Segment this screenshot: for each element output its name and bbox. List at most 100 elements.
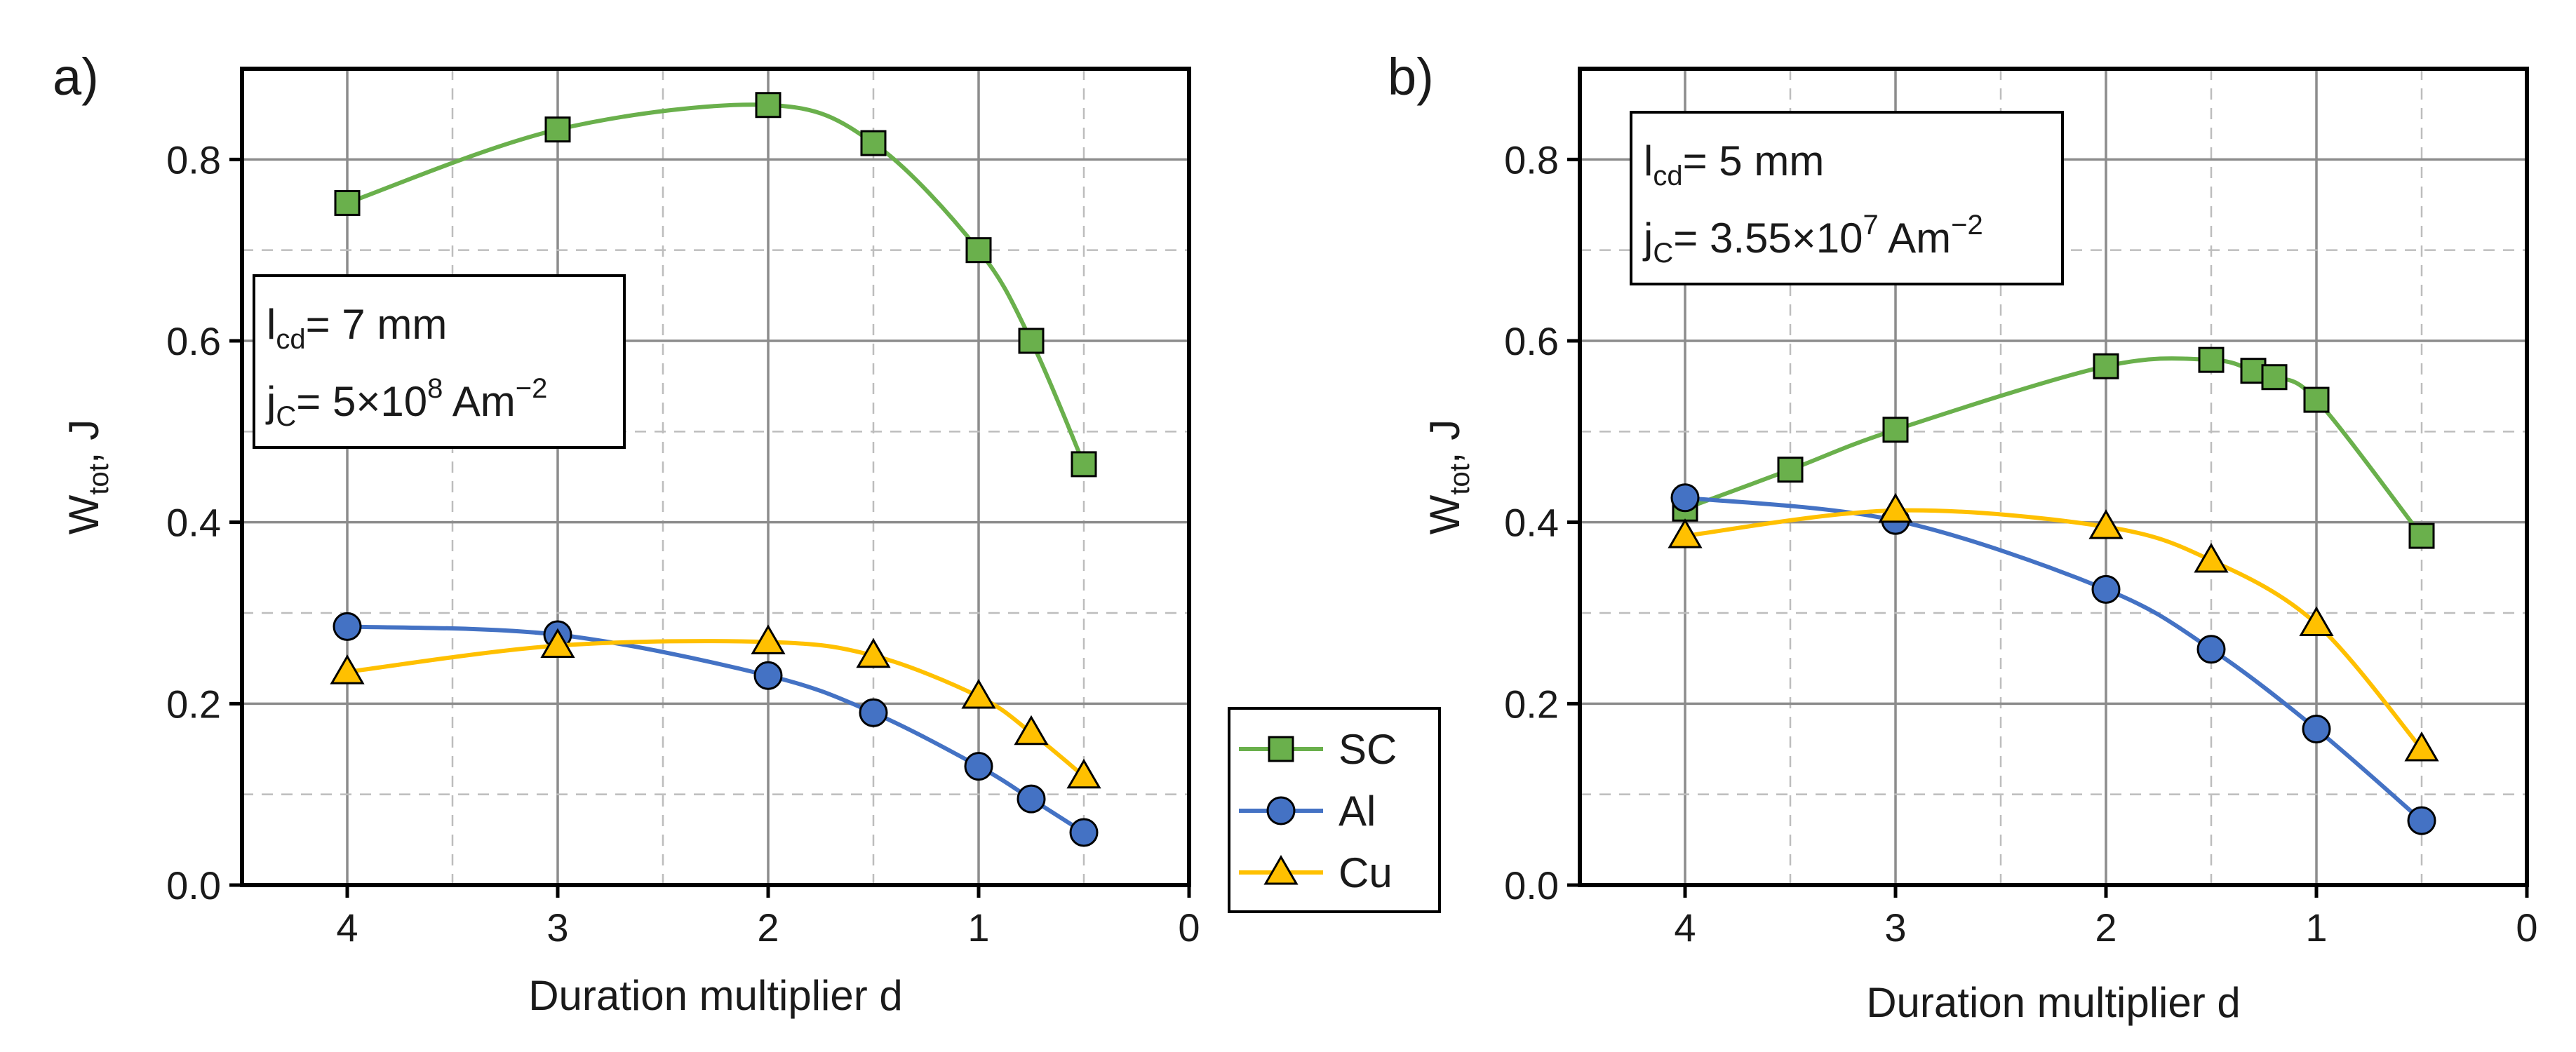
x-tick-label: 0 (2516, 905, 2537, 950)
data-point-al (2196, 635, 2226, 664)
data-point-cu (1066, 758, 1101, 789)
annotation-subscript: C (276, 401, 296, 432)
y-tick-label: 0.6 (166, 319, 221, 363)
annotation-symbol: l (1644, 137, 1653, 184)
annotation-superscript: 7 (1863, 210, 1879, 241)
data-point-sc (334, 189, 361, 216)
x-tick-label: 4 (336, 905, 358, 950)
data-point-sc (2240, 358, 2267, 384)
series-sc (334, 92, 1097, 478)
data-point-al (2407, 806, 2436, 835)
legend-entry-cu: Cu (1239, 849, 1393, 896)
x-tick-label: 3 (546, 905, 568, 950)
series-al (1670, 483, 2436, 835)
data-point-cu (1668, 518, 1703, 548)
data-point-sc (544, 116, 571, 143)
annotation-line-1: lcd= 5 mm (1644, 137, 1824, 191)
series-cu (330, 624, 1101, 789)
y-tick-label: 0.4 (1504, 501, 1559, 545)
y-tick-label: 0.4 (166, 501, 221, 545)
y-axis-title-sub: tot (1444, 464, 1475, 494)
y-tick-label: 0.8 (1504, 137, 1559, 182)
chart-panel-b: 4 3 2 1 0 0.0 0.2 0.4 0.6 0.8 Duration multiplier … (1388, 48, 2538, 1026)
annotation-box: lcd= 7 mm jC= 5×108 Am−2 (253, 274, 626, 449)
data-point-cu (540, 628, 575, 659)
data-point-al (2302, 715, 2331, 744)
annotation-subscript: cd (1653, 161, 1682, 191)
y-tick-label: 0.0 (166, 863, 221, 908)
data-point-sc (2093, 353, 2119, 379)
chart-panel-a: 4 3 2 1 0 0.0 0.2 0.4 0.6 0.8 Duration multiplier … (53, 48, 1200, 1019)
y-tick-label: 0.8 (166, 137, 221, 182)
annotation-superscript: 8 (427, 373, 443, 404)
y-axis-title-main: W (60, 494, 107, 534)
legend-marker (1266, 796, 1296, 825)
data-point-al (333, 612, 362, 641)
series-sc (1672, 346, 2435, 549)
annotation-unit: Am (1879, 215, 1951, 262)
data-point-sc (965, 237, 992, 264)
annotation-frame (1630, 111, 2064, 285)
data-point-al (1670, 483, 1700, 513)
annotation-box: lcd= 5 mm jC= 3.55×107 Am−2 (1630, 111, 2064, 285)
data-point-sc (1777, 457, 1804, 483)
y-axis-title-sub: tot (83, 464, 114, 494)
x-tick-label: 1 (2305, 905, 2327, 950)
series-line-sc (1684, 356, 2424, 537)
x-axis-title: Duration multiplier d (1866, 979, 2241, 1026)
series-al (333, 612, 1099, 847)
legend-label: Al (1339, 788, 1376, 835)
legend-entry-sc: SC (1239, 726, 1397, 773)
x-axis-title: Duration multiplier d (528, 972, 903, 1019)
data-point-al (753, 661, 783, 690)
annotation-value: = 3.55×10 (1673, 215, 1863, 262)
y-tick-label: 0.6 (1504, 319, 1559, 363)
annotation-line-1: lcd= 7 mm (267, 301, 447, 355)
data-point-al (1017, 784, 1046, 814)
data-point-sc (755, 92, 781, 119)
data-point-cu (2299, 606, 2334, 637)
annotation-symbol: l (267, 301, 276, 348)
y-axis-title-main: W (1421, 494, 1468, 534)
x-tick-label: 4 (1674, 905, 1696, 950)
data-point-sc (2408, 522, 2435, 549)
legend-label: Cu (1339, 849, 1393, 896)
x-tick-label: 2 (2095, 905, 2117, 950)
y-axis-title-tail: , J (60, 419, 107, 464)
data-point-al (964, 752, 993, 781)
annotation-unit-superscript: −2 (516, 373, 548, 404)
x-tick-label: 0 (1178, 905, 1200, 950)
data-point-sc (1882, 417, 1909, 443)
series-line-al (347, 624, 1085, 835)
x-tick-label: 1 (967, 905, 989, 950)
data-point-cu (2088, 509, 2124, 539)
legend-marker (1263, 855, 1299, 885)
data-point-sc (2303, 386, 2330, 413)
data-point-sc (2261, 364, 2288, 391)
y-axis-title: Wtot, J (60, 419, 114, 534)
plot-frame (1578, 67, 2529, 887)
series-cu (1668, 492, 2439, 762)
y-axis-title-tail: , J (1421, 419, 1468, 464)
series-line-al (1684, 495, 2423, 823)
annotation-value: = 7 mm (306, 301, 448, 348)
data-point-cu (1878, 492, 1913, 523)
annotation-unit-superscript: −2 (1951, 210, 1983, 241)
plot-frame (240, 67, 1191, 887)
annotation-symbol: j (265, 378, 276, 425)
data-point-al (2091, 574, 2121, 604)
y-tick-label: 0.2 (1504, 682, 1559, 726)
annotation-line-2: jC= 3.55×107 Am−2 (1642, 210, 1983, 269)
data-point-cu (856, 638, 891, 668)
data-point-cu (751, 624, 786, 654)
data-point-sc (860, 130, 887, 156)
y-axis-title: Wtot, J (1421, 419, 1475, 534)
data-point-cu (330, 654, 365, 685)
data-point-cu (961, 678, 996, 709)
data-point-al (1069, 818, 1099, 847)
legend: SC Al Cu (1228, 707, 1441, 913)
annotation-subscript: cd (276, 324, 305, 355)
legend-label: SC (1339, 726, 1397, 773)
annotation-line-2: jC= 5×108 Am−2 (265, 373, 547, 432)
